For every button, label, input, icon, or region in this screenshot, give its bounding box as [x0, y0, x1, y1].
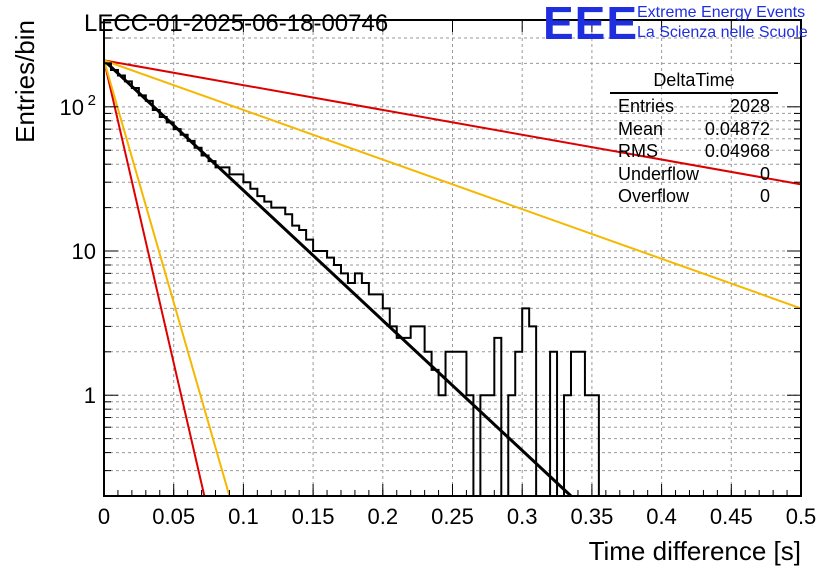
- x-tick-label: 0.35: [570, 504, 613, 529]
- x-tick-label: 0.05: [152, 504, 195, 529]
- y-axis-label: Entries/bin: [10, 20, 40, 143]
- x-tick-label: 0: [98, 504, 110, 529]
- x-tick-label: 0.1: [228, 504, 259, 529]
- y-tick-label: 10: [72, 239, 96, 264]
- stats-label: RMS: [618, 141, 658, 161]
- org-subtitle: La Scienza nelle Scuole: [637, 24, 808, 41]
- eee-logo: EEE: [543, 0, 639, 49]
- x-tick-label: 0.25: [431, 504, 474, 529]
- stats-label: Entries: [618, 96, 675, 116]
- x-tick-label: 0.2: [368, 504, 399, 529]
- y-tick-label-exponent: 2: [88, 92, 96, 109]
- x-tick-label: 0.5: [786, 504, 817, 529]
- stats-value: 0: [759, 163, 770, 184]
- stats-label: Mean: [618, 118, 664, 139]
- stats-row-rms: RMS 0.04968: [610, 140, 778, 163]
- fit-line: [102, 59, 573, 498]
- x-tick-label: 0.45: [710, 504, 753, 529]
- x-tick-label: 0.4: [646, 504, 677, 529]
- stats-title: DeltaTime: [610, 70, 778, 94]
- stats-value: 2028: [729, 96, 770, 116]
- y-tick-label: 1: [84, 383, 96, 408]
- stats-value: 0.04968: [704, 141, 770, 161]
- stats-value: 0.04872: [704, 118, 770, 139]
- chart-title: LECC-01-2025-06-18-00746: [84, 10, 389, 37]
- stats-label: Overflow: [618, 186, 690, 206]
- reference-line: [103, 59, 802, 186]
- org-name: Extreme Energy Events: [637, 4, 806, 21]
- x-axis-label: Time difference [s]: [589, 536, 801, 566]
- x-tick-label: 0.15: [292, 504, 335, 529]
- y-tick-label: 10: [60, 95, 84, 120]
- stats-box: DeltaTime Entries 2028 Mean 0.04872 RMS …: [610, 70, 778, 208]
- x-tick-label: 0.3: [507, 504, 538, 529]
- reference-line: [103, 60, 231, 497]
- reference-line: [103, 59, 802, 310]
- stats-label: Underflow: [618, 163, 700, 184]
- reference-line: [103, 60, 206, 497]
- stats-value: 0: [759, 186, 770, 206]
- stats-row-overflow: Overflow 0: [610, 185, 778, 208]
- stats-row-mean: Mean 0.04872: [610, 118, 778, 141]
- stats-row-entries: Entries 2028: [610, 95, 778, 118]
- stats-row-underflow: Underflow 0: [610, 163, 778, 186]
